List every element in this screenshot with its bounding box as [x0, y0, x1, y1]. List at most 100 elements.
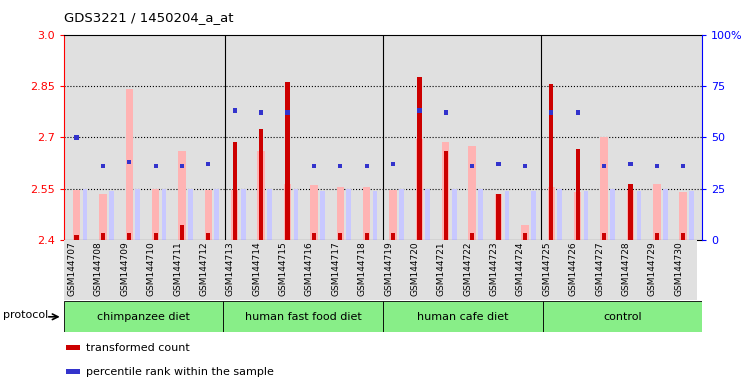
Text: GSM144719: GSM144719	[384, 241, 393, 296]
Bar	[284, 184, 291, 240]
Bar	[444, 111, 448, 115]
Bar	[180, 225, 184, 240]
Bar	[391, 233, 395, 240]
Bar	[188, 189, 193, 240]
Bar	[655, 233, 659, 240]
Bar	[74, 135, 79, 139]
Bar	[629, 162, 632, 166]
Bar	[152, 189, 159, 240]
Bar	[215, 189, 219, 240]
Bar	[442, 142, 450, 240]
Bar	[83, 189, 87, 240]
Bar	[523, 233, 527, 240]
Text: GSM144707: GSM144707	[68, 241, 77, 296]
Bar	[389, 190, 397, 240]
Bar	[505, 191, 509, 240]
Bar	[125, 89, 133, 240]
Bar	[310, 185, 318, 240]
Bar	[74, 235, 79, 240]
Bar	[629, 184, 632, 240]
Bar	[557, 189, 562, 240]
Bar	[600, 137, 608, 240]
Bar	[610, 189, 615, 240]
Bar	[689, 191, 694, 240]
Bar	[207, 233, 210, 240]
Bar	[478, 189, 483, 240]
Bar	[99, 194, 107, 240]
Bar	[109, 191, 113, 240]
Bar	[681, 233, 686, 240]
Text: transformed count: transformed count	[86, 343, 190, 353]
Text: GSM144717: GSM144717	[331, 241, 340, 296]
Text: GSM144712: GSM144712	[199, 241, 208, 296]
Bar	[153, 233, 158, 240]
Text: GSM144726: GSM144726	[569, 241, 578, 296]
Bar	[372, 191, 378, 240]
Bar	[207, 162, 210, 166]
Bar	[637, 191, 641, 240]
Bar	[575, 111, 580, 115]
Bar	[523, 164, 527, 168]
Bar	[258, 151, 265, 240]
Bar	[521, 225, 529, 240]
Bar	[364, 164, 369, 168]
Bar	[285, 83, 290, 240]
Bar	[653, 184, 661, 240]
Bar	[66, 369, 80, 374]
Bar	[575, 149, 580, 240]
Bar	[233, 142, 237, 240]
Bar	[312, 164, 316, 168]
Bar	[259, 111, 264, 115]
Bar	[363, 187, 370, 240]
Text: GSM144723: GSM144723	[490, 241, 499, 296]
Text: GSM144711: GSM144711	[173, 241, 182, 296]
Bar	[416, 139, 423, 240]
Text: GSM144718: GSM144718	[357, 241, 366, 296]
Text: GSM144721: GSM144721	[437, 241, 446, 296]
Bar	[444, 151, 448, 240]
Bar	[64, 301, 224, 332]
Text: GSM144720: GSM144720	[410, 241, 419, 296]
Bar	[655, 164, 659, 168]
Text: GSM144713: GSM144713	[226, 241, 235, 296]
Text: GSM144714: GSM144714	[252, 241, 261, 296]
Bar	[336, 187, 344, 240]
Bar	[547, 187, 555, 240]
Bar	[135, 189, 140, 240]
Bar	[418, 77, 421, 240]
Text: percentile rank within the sample: percentile rank within the sample	[86, 366, 274, 377]
Bar	[602, 233, 606, 240]
Bar	[241, 189, 246, 240]
Text: GSM144730: GSM144730	[674, 241, 683, 296]
Text: GSM144709: GSM144709	[120, 241, 129, 296]
Bar	[531, 191, 535, 240]
Bar	[495, 194, 502, 240]
Bar	[470, 233, 475, 240]
Text: GSM144728: GSM144728	[621, 241, 630, 296]
Bar	[418, 108, 421, 113]
Bar	[627, 190, 634, 240]
Text: GSM144725: GSM144725	[542, 241, 551, 296]
Bar	[602, 164, 606, 168]
Bar	[101, 233, 105, 240]
Bar	[161, 189, 167, 240]
Bar	[294, 189, 298, 240]
Bar	[584, 191, 589, 240]
Bar	[224, 301, 383, 332]
Text: GSM144724: GSM144724	[516, 241, 525, 296]
Bar	[383, 301, 542, 332]
Bar	[496, 162, 501, 166]
Bar	[338, 164, 342, 168]
Bar	[231, 190, 239, 240]
Bar	[180, 164, 184, 168]
Bar	[391, 162, 395, 166]
Text: GSM144722: GSM144722	[463, 241, 472, 296]
Bar	[338, 233, 342, 240]
Bar	[66, 345, 80, 350]
Bar	[470, 164, 475, 168]
Text: human cafe diet: human cafe diet	[417, 312, 508, 322]
Bar	[73, 190, 80, 240]
Bar	[153, 164, 158, 168]
Bar	[426, 189, 430, 240]
Text: human fast food diet: human fast food diet	[245, 312, 361, 322]
